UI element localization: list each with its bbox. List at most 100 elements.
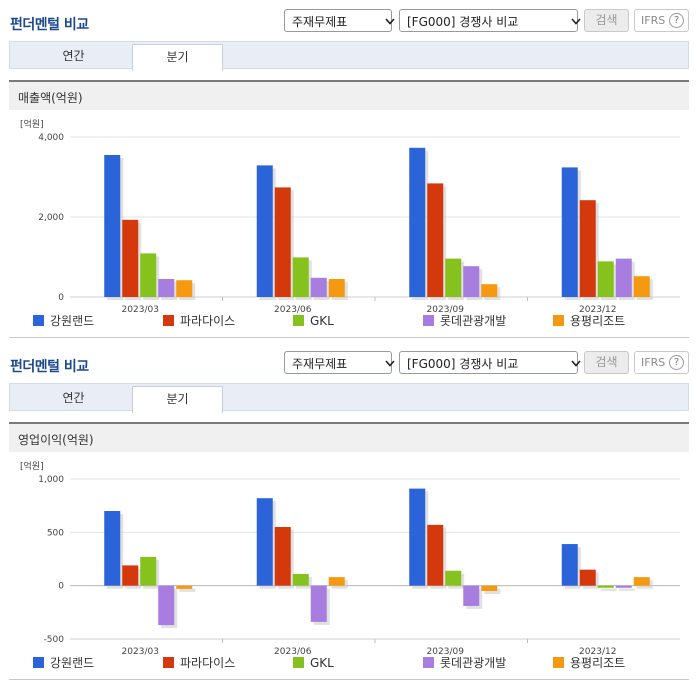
search-button[interactable]: 검색 [584, 351, 629, 374]
question-icon: ? [669, 13, 684, 28]
bar-4 [158, 585, 175, 626]
question-icon: ? [669, 355, 684, 370]
statement-type-value: 주재무제표 [292, 15, 348, 29]
bar-4 [463, 585, 480, 606]
panel-title: 펀더멘털 비교 [10, 359, 89, 375]
bar-1 [409, 147, 426, 297]
bar-4 [310, 585, 327, 622]
y-unit-label: [억원] [20, 460, 44, 472]
bar-4 [158, 279, 175, 297]
bar-5 [328, 279, 345, 297]
search-button[interactable]: 검색 [584, 9, 629, 32]
chart-header: 영업이익(억원) [9, 422, 689, 452]
bar-1 [561, 167, 578, 297]
bar-5 [481, 284, 498, 297]
bar-3 [445, 570, 462, 586]
bar-1 [409, 488, 426, 586]
compare-group-select[interactable]: [FG000] 경쟁사 비교 [399, 9, 581, 32]
bar-2 [274, 527, 291, 586]
ifrs-label: IFRS [641, 356, 666, 369]
chart-heading: 영업이익(억원) [18, 433, 94, 447]
bar-4 [615, 585, 632, 588]
tab-quarterly[interactable]: 분기 [132, 44, 223, 71]
chart-header: 매출액(억원) [9, 80, 689, 110]
bar-shadow [618, 588, 635, 591]
legend-swatch [163, 315, 174, 326]
fundamental-panel-operating-profit: 펀더멘털 비교 주재무제표 [FG000] 경쟁사 비교 검색 IFRS ? 연… [0, 342, 696, 684]
y-tick-label: 2,000 [38, 213, 64, 223]
bar-1 [104, 155, 121, 297]
legend-label: 용평리조트 [570, 314, 625, 328]
bar-shadow [600, 588, 617, 591]
revenue-bar-chart: [억원] 0 2,000 4,000 2023/03 2023/06 2023/09 2023… [20, 118, 680, 328]
legend-label: GKL [310, 656, 334, 670]
legend-swatch [33, 315, 44, 326]
tab-annual[interactable]: 연간 [62, 49, 85, 63]
ifrs-label: IFRS [641, 14, 666, 27]
bar-3 [445, 258, 462, 297]
legend-swatch [553, 315, 564, 326]
tab-annual[interactable]: 연간 [62, 391, 85, 405]
legend-label: 파라다이스 [180, 656, 235, 670]
y-tick-label: -500 [44, 635, 65, 645]
bar-5 [633, 577, 650, 586]
bar-2 [274, 187, 291, 297]
y-tick-label: 0 [58, 293, 64, 303]
x-tick-label: 2023/09 [427, 305, 465, 315]
x-tick-label: 2023/06 [274, 647, 312, 657]
bar-5 [633, 276, 650, 297]
x-tick-label: 2023/12 [579, 647, 616, 657]
operating-profit-bar-chart: [억원] -500 0 500 1,000 2023/03 2023/06 2023/09 20… [20, 460, 680, 670]
bar-2 [427, 183, 444, 297]
bar-1 [256, 165, 273, 297]
statement-type-select[interactable]: 주재무제표 [284, 351, 395, 374]
bar-3 [597, 261, 614, 297]
legend-swatch [553, 657, 564, 668]
bar-2 [579, 569, 596, 586]
bar-2 [579, 200, 596, 297]
y-tick-label: 500 [47, 528, 64, 538]
bar-1 [561, 544, 578, 586]
bar-3 [292, 573, 309, 586]
bar-5 [176, 585, 193, 589]
bar-2 [122, 565, 139, 586]
ifrs-help-button[interactable]: IFRS ? [634, 351, 689, 374]
period-tabs: 연간 분기 [9, 41, 689, 71]
y-unit-label: [억원] [20, 118, 44, 130]
compare-group-select[interactable]: [FG000] 경쟁사 비교 [399, 351, 581, 374]
bar-4 [463, 266, 480, 297]
legend-label: 강원랜드 [50, 314, 94, 328]
divider [9, 679, 689, 680]
y-tick-label: 4,000 [38, 133, 64, 143]
tab-quarterly[interactable]: 분기 [132, 386, 223, 413]
legend-label: 강원랜드 [50, 656, 94, 670]
bar-5 [176, 280, 193, 297]
bar-3 [140, 556, 157, 586]
x-tick-label: 2023/09 [427, 647, 465, 657]
x-tick-label: 2023/03 [122, 305, 159, 315]
statement-type-select[interactable]: 주재무제표 [284, 9, 395, 32]
panel-title: 펀더멘털 비교 [10, 17, 89, 33]
divider [9, 337, 689, 338]
legend-swatch [423, 657, 434, 668]
bar-4 [310, 277, 327, 297]
y-tick-label: 0 [58, 582, 64, 592]
legend-label: 롯데관광개발 [440, 314, 506, 328]
ifrs-help-button[interactable]: IFRS ? [634, 9, 689, 32]
compare-group-value: [FG000] 경쟁사 비교 [407, 357, 519, 371]
bar-1 [104, 511, 121, 586]
fundamental-panel-revenue: 펀더멘털 비교 주재무제표 [FG000] 경쟁사 비교 검색 IFRS ? 연… [9, 9, 689, 338]
legend-swatch [33, 657, 44, 668]
x-tick-label: 2023/12 [579, 305, 616, 315]
bar-1 [256, 498, 273, 586]
bar-3 [292, 257, 309, 297]
legend-label: GKL [310, 314, 334, 328]
period-tabs: 연간 분기 [9, 383, 689, 413]
bar-3 [140, 253, 157, 297]
statement-type-value: 주재무제표 [292, 357, 348, 371]
legend-label: 파라다이스 [180, 314, 235, 328]
chart-heading: 매출액(억원) [18, 91, 83, 105]
legend-swatch [163, 657, 174, 668]
x-tick-label: 2023/03 [122, 647, 159, 657]
legend-swatch [293, 657, 304, 668]
